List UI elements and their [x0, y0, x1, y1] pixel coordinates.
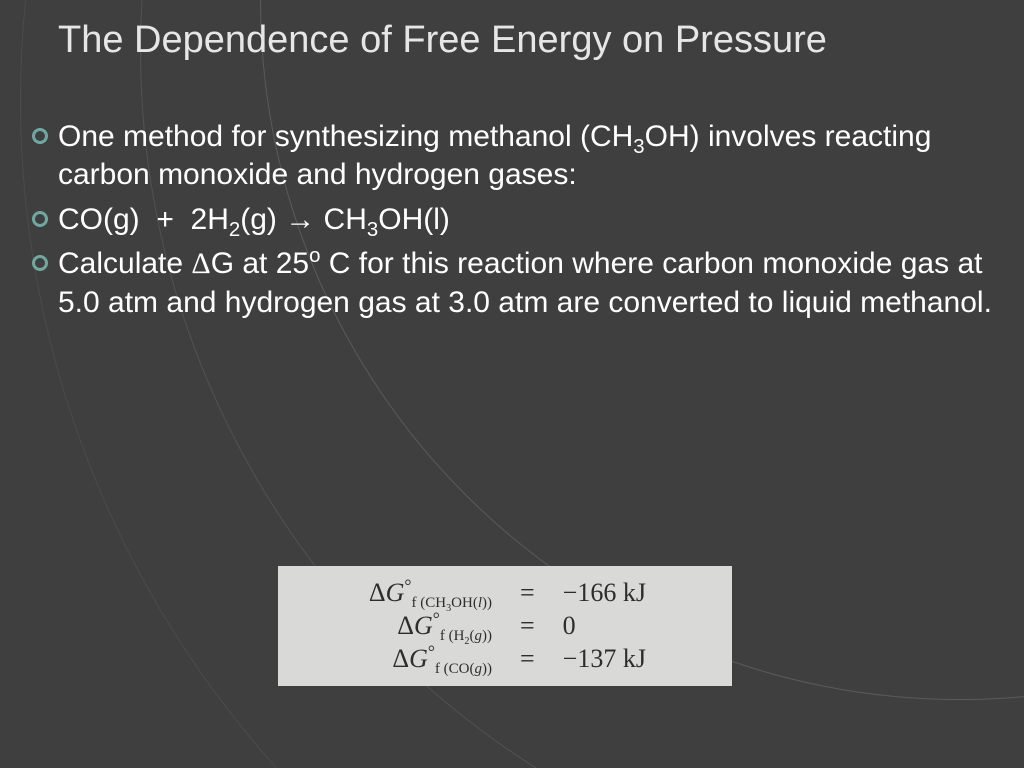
equation-lhs: ΔG°f (H2(g)): [322, 611, 492, 642]
bullet-icon: [32, 211, 48, 227]
slide-title: The Dependence of Free Energy on Pressur…: [58, 18, 1004, 63]
equation-rhs: −166 kJ: [563, 578, 646, 608]
bullet-icon: [32, 255, 48, 271]
equation-line: ΔG°f (CO(g)) = −137 kJ: [322, 644, 704, 674]
bullet-icon: [32, 128, 48, 144]
equation-line: ΔG°f (CH3OH(l)) = −166 kJ: [322, 578, 704, 609]
equation-rhs: −137 kJ: [563, 644, 646, 674]
slide-body: One method for synthesizing methanol (CH…: [32, 118, 1006, 328]
bullet-text: One method for synthesizing methanol (CH…: [58, 118, 1006, 195]
bullet-item: CO(g) + 2H2(g) → CH3OH(l): [32, 201, 1006, 239]
equation-lhs: ΔG°f (CH3OH(l)): [322, 578, 492, 609]
equals-sign: =: [520, 644, 535, 674]
bullet-text: Calculate ΔG at 25o C for this reaction …: [58, 245, 1006, 322]
equals-sign: =: [520, 611, 535, 641]
equation-box: ΔG°f (CH3OH(l))=−166 kJΔG°f (H2(g))=0ΔG°…: [278, 566, 732, 686]
bullet-item: Calculate ΔG at 25o C for this reaction …: [32, 245, 1006, 322]
bullet-text: CO(g) + 2H2(g) → CH3OH(l): [58, 201, 1006, 239]
equals-sign: =: [520, 578, 535, 608]
equation-line: ΔG°f (H2(g)) = 0: [322, 611, 704, 642]
slide: The Dependence of Free Energy on Pressur…: [0, 0, 1024, 768]
bullet-item: One method for synthesizing methanol (CH…: [32, 118, 1006, 195]
equation-rhs: 0: [563, 611, 576, 641]
equation-lhs: ΔG°f (CO(g)): [322, 644, 492, 674]
